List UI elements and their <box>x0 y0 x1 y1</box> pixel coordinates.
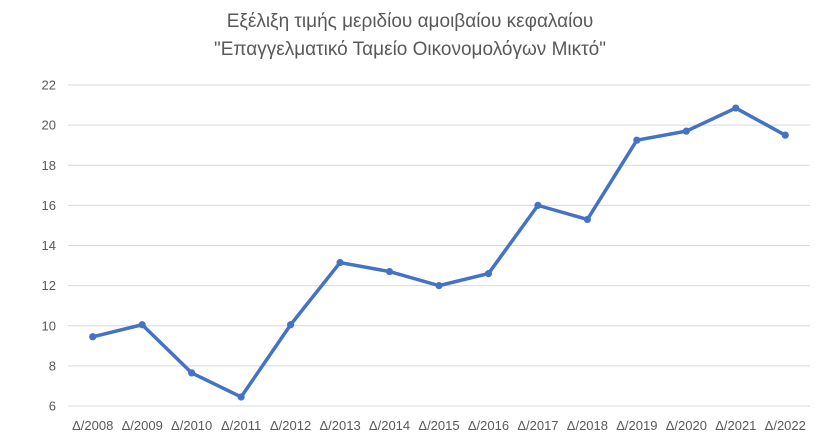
data-point <box>633 136 641 144</box>
data-point <box>138 321 146 329</box>
series-line <box>90 106 788 399</box>
x-tick-label: Δ/2010 <box>171 418 212 433</box>
y-tick-label: 10 <box>42 318 56 333</box>
x-tick-label: Δ/2008 <box>72 418 113 433</box>
chart-title-line-1: Εξέλιξη τιμής μεριδίου αμοιβαίου κεφαλαί… <box>226 11 594 32</box>
y-tick-label: 14 <box>42 238 56 253</box>
data-point <box>484 269 493 278</box>
x-tick-label: Δ/2020 <box>666 418 707 433</box>
data-point <box>385 267 394 276</box>
x-tick-label: Δ/2012 <box>270 418 311 433</box>
data-point <box>682 127 690 135</box>
y-tick-label: 16 <box>42 198 56 213</box>
x-tick-label: Δ/2009 <box>122 418 163 433</box>
x-tick-label: Δ/2014 <box>369 418 410 433</box>
x-tick-label: Δ/2016 <box>468 418 509 433</box>
data-point <box>336 258 344 267</box>
chart-title-line-2: "Επαγγελματικό Ταμείο Οικονομολόγων Μικτ… <box>214 39 606 60</box>
x-tick-label: Δ/2022 <box>765 418 806 433</box>
y-tick-label: 22 <box>42 78 56 93</box>
data-point <box>89 333 97 341</box>
data-point <box>188 369 196 377</box>
y-tick-label: 8 <box>49 358 56 373</box>
data-point <box>781 131 789 139</box>
data-point <box>237 393 245 401</box>
y-tick-label: 12 <box>42 278 56 293</box>
x-axis-ticks: Δ/2008 Δ/2009 Δ/2010 Δ/2011 Δ/2012 Δ/2013 Δ/20… <box>72 418 806 433</box>
data-point <box>732 104 740 112</box>
data-point <box>583 215 592 224</box>
y-tick-label: 6 <box>49 399 56 414</box>
x-tick-label: Δ/2015 <box>418 418 459 433</box>
data-point <box>287 321 295 329</box>
data-point <box>435 282 443 290</box>
x-tick-label: Δ/2019 <box>616 418 657 433</box>
y-tick-label: 18 <box>42 158 56 173</box>
x-tick-label: Δ/2013 <box>319 418 360 433</box>
x-tick-label: Δ/2011 <box>221 418 261 433</box>
y-axis-ticks: 6 8 10 12 14 16 18 20 22 <box>42 78 56 414</box>
gridlines <box>68 84 810 407</box>
series-price <box>89 104 789 401</box>
y-tick-label: 20 <box>42 118 56 133</box>
x-tick-label: Δ/2017 <box>517 418 558 433</box>
data-point <box>534 201 542 209</box>
x-tick-label: Δ/2021 <box>715 418 756 433</box>
x-tick-label: Δ/2018 <box>567 418 608 433</box>
